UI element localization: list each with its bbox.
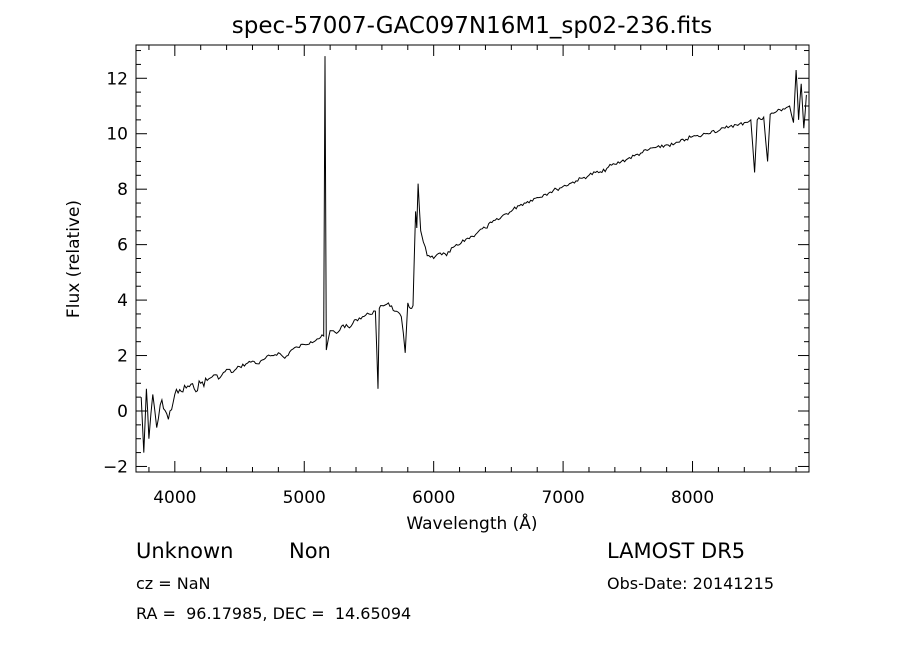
y-axis-label: Flux (relative) (64, 200, 84, 318)
y-tick-label: 0 (117, 402, 128, 422)
y-tick-label: 8 (117, 180, 128, 200)
x-tick-label: 8000 (671, 488, 714, 508)
y-tick-label: 4 (117, 291, 128, 311)
x-tick-label: 4000 (153, 488, 196, 508)
survey-label: LAMOST DR5 (607, 539, 746, 563)
obs-date: Obs-Date: 20141215 (607, 574, 775, 593)
spectrum-line (140, 56, 807, 453)
cz-value: cz = NaN (136, 574, 211, 593)
object-class: Unknown (136, 539, 234, 563)
coordinates: RA = 96.17985, DEC = 14.65094 (136, 604, 412, 623)
plot-frame (135, 44, 810, 473)
y-tick-label: −2 (103, 457, 128, 477)
y-tick-label: 10 (106, 125, 128, 145)
object-subclass: Non (289, 539, 331, 563)
x-tick-labels: 4000 5000 6000 7000 8000 (153, 488, 714, 508)
x-axis-label: Wavelength (Å) (406, 512, 537, 534)
y-tick-label: 6 (117, 236, 128, 256)
x-tick-label: 7000 (541, 488, 584, 508)
x-tick-label: 6000 (412, 488, 455, 508)
y-tick-label: 12 (106, 69, 128, 89)
chart-title: spec-57007-GAC097N16M1_sp02-236.fits (232, 13, 712, 39)
x-tick-label: 5000 (283, 488, 326, 508)
y-tick-labels: −2 0 2 4 6 8 10 12 (103, 69, 128, 477)
axis-ticks (136, 45, 809, 472)
y-tick-label: 2 (117, 347, 128, 367)
